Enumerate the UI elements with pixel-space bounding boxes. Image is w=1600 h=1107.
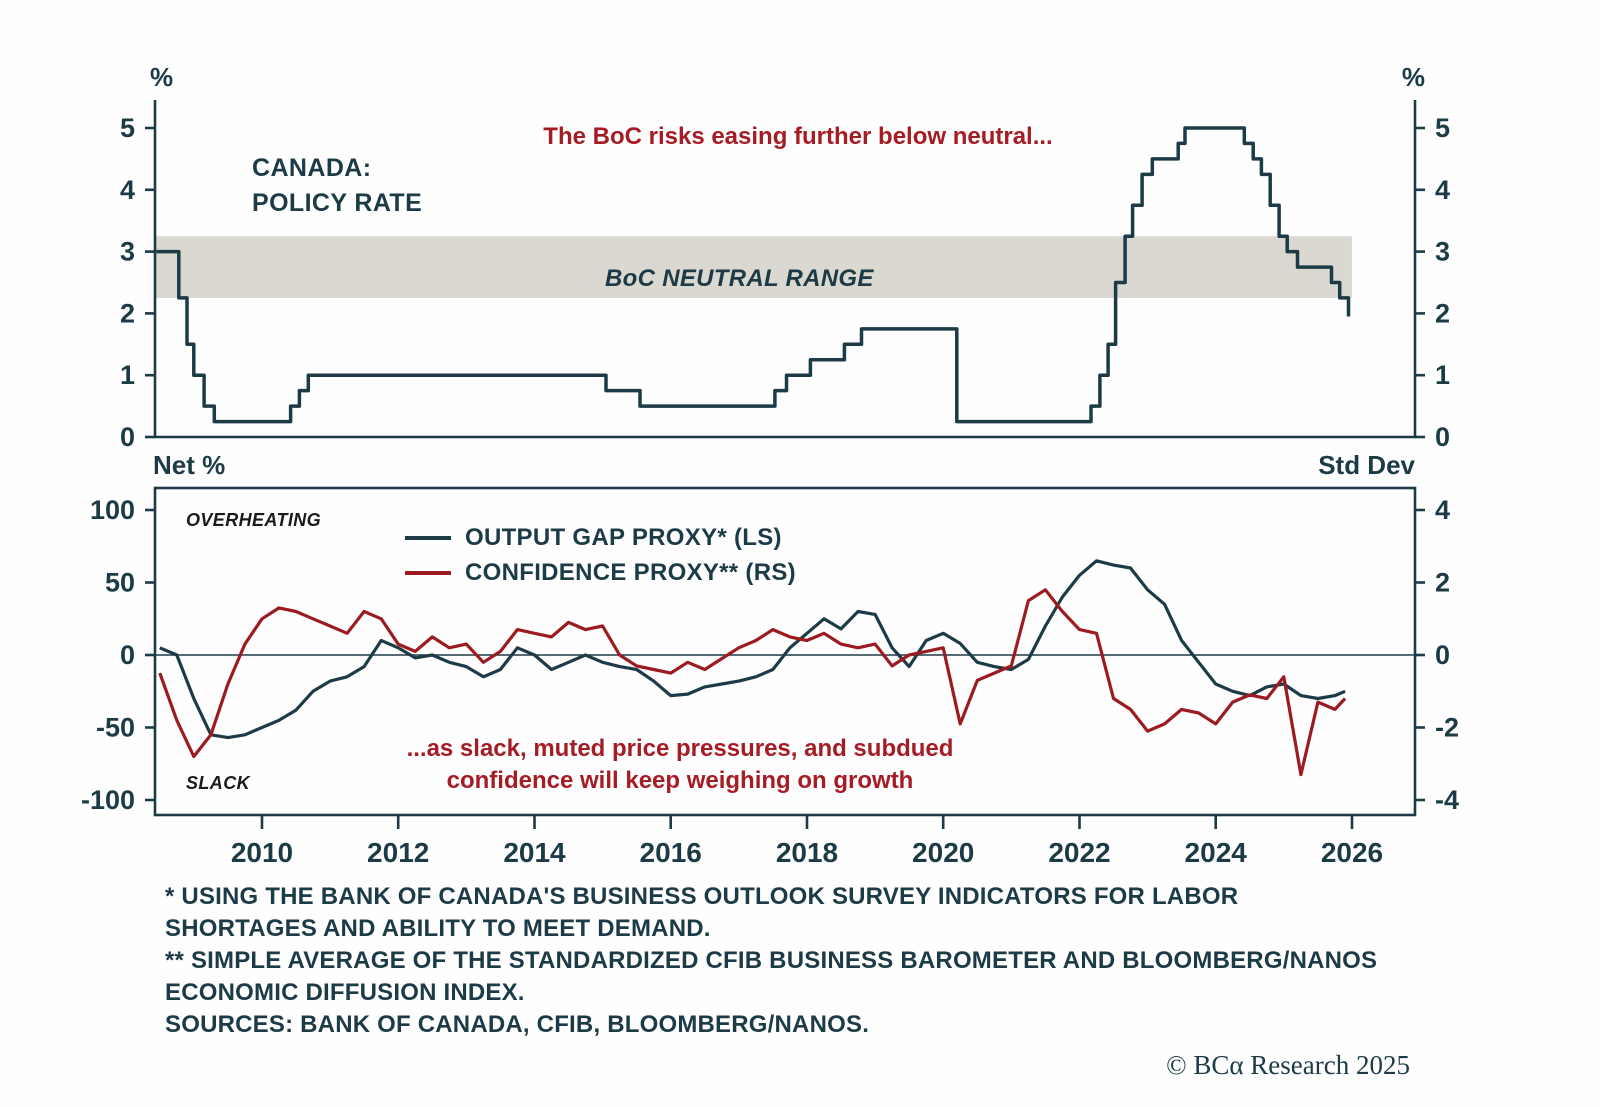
svg-text:3: 3 bbox=[120, 237, 135, 267]
bottom-annotation: ...as slack, muted price pressures, and … bbox=[406, 735, 954, 794]
svg-text:-2: -2 bbox=[1435, 713, 1459, 743]
svg-text:0: 0 bbox=[120, 422, 135, 452]
svg-text:0: 0 bbox=[120, 640, 135, 670]
svg-text:-4: -4 bbox=[1435, 785, 1459, 815]
confidence-line-swatch bbox=[405, 571, 451, 575]
svg-text:-50: -50 bbox=[96, 713, 135, 743]
svg-text:4: 4 bbox=[1435, 495, 1450, 525]
neutral-band-label: BoC NEUTRAL RANGE bbox=[605, 265, 874, 292]
top-panel: 0 0 1 1 2 2 3 3 4 4 5 5 bbox=[120, 100, 1450, 452]
svg-text:-100: -100 bbox=[81, 785, 135, 815]
svg-text:2026: 2026 bbox=[1321, 837, 1383, 868]
legend-label-output-gap: OUTPUT GAP PROXY* (LS) bbox=[465, 524, 782, 551]
svg-text:1: 1 bbox=[120, 360, 135, 390]
svg-text:2012: 2012 bbox=[367, 837, 429, 868]
footnote-1: * USING THE BANK OF CANADA'S BUSINESS OU… bbox=[165, 883, 1239, 942]
svg-text:1: 1 bbox=[1435, 360, 1450, 390]
svg-text:2020: 2020 bbox=[912, 837, 974, 868]
svg-text:100: 100 bbox=[90, 495, 135, 525]
svg-text:2022: 2022 bbox=[1048, 837, 1110, 868]
svg-text:2024: 2024 bbox=[1185, 837, 1248, 868]
svg-text:50: 50 bbox=[105, 568, 135, 598]
top-axis-unit-left: % bbox=[150, 62, 174, 92]
svg-text:0: 0 bbox=[1435, 640, 1450, 670]
bottom-axis-unit-right: Std Dev bbox=[1318, 450, 1415, 480]
svg-text:2016: 2016 bbox=[640, 837, 702, 868]
svg-text:2010: 2010 bbox=[231, 837, 293, 868]
footnote-3: SOURCES: BANK OF CANADA, CFIB, BLOOMBERG… bbox=[165, 1010, 870, 1038]
legend-label-confidence: CONFIDENCE PROXY** (RS) bbox=[465, 559, 796, 586]
legend-item-output-gap: OUTPUT GAP PROXY* (LS) bbox=[405, 524, 796, 552]
zone-label-overheating: OVERHEATING bbox=[186, 510, 322, 530]
svg-text:4: 4 bbox=[120, 175, 135, 205]
bottom-panel: 100 50 0 -50 -100 4 2 0 -2 -4 2010 2012 2014 2016 2018… bbox=[81, 486, 1459, 868]
top-axis-unit-right: % bbox=[1401, 62, 1425, 92]
output-gap-line-swatch bbox=[405, 536, 451, 540]
footnote-2: ** SIMPLE AVERAGE OF THE STANDARDIZED CF… bbox=[165, 946, 1378, 1006]
svg-text:2: 2 bbox=[1435, 568, 1450, 598]
panel-title-policy-rate: CANADA: POLICY RATE bbox=[252, 154, 423, 217]
footnotes: * USING THE BANK OF CANADA'S BUSINESS OU… bbox=[165, 881, 1455, 1041]
svg-text:0: 0 bbox=[1435, 422, 1450, 452]
copyright: © BCα Research 2025 bbox=[1166, 1050, 1410, 1080]
legend-item-confidence: CONFIDENCE PROXY** (RS) bbox=[405, 559, 796, 587]
svg-text:2018: 2018 bbox=[776, 837, 838, 868]
svg-text:4: 4 bbox=[1435, 175, 1450, 205]
top-annotation: The BoC risks easing further below neutr… bbox=[543, 123, 1053, 150]
svg-text:2: 2 bbox=[120, 298, 135, 328]
bottom-axis-unit-left: Net % bbox=[153, 450, 226, 480]
zone-label-slack: SLACK bbox=[186, 773, 250, 793]
svg-text:3: 3 bbox=[1435, 237, 1450, 267]
svg-text:2014: 2014 bbox=[503, 837, 566, 868]
svg-text:2: 2 bbox=[1435, 298, 1450, 328]
legend: OUTPUT GAP PROXY* (LS) CONFIDENCE PROXY*… bbox=[405, 524, 796, 587]
svg-text:5: 5 bbox=[1435, 113, 1450, 143]
svg-text:5: 5 bbox=[120, 113, 135, 143]
